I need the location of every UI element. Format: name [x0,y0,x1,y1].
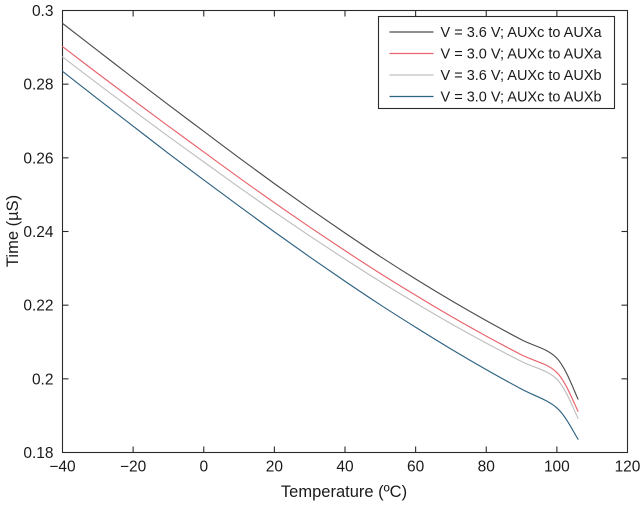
x-axis-title: Temperature (ºC) [281,483,407,501]
y-tick-label: 0.24 [23,224,54,241]
chart-legend: V = 3.6 V; AUXc to AUXa V = 3.0 V; AUXc t… [377,15,616,110]
x-axis-tick-labels: −40 −20 0 20 40 60 80 100 120 [49,459,640,476]
y-tick-label: 0.28 [23,77,53,94]
legend-box [377,15,616,110]
series-line-1 [61,46,579,412]
y-tick-label: 0.18 [23,445,53,462]
legend-label-0: V = 3.6 V; AUXc to AUXa [441,25,603,41]
data-series-group [61,22,579,440]
x-axis-ticks [132,10,558,453]
x-tick-label: 40 [336,459,354,476]
x-tick-label: 120 [615,459,641,476]
legend-label-1: V = 3.0 V; AUXc to AUXa [441,47,603,63]
y-tick-label: 0.22 [23,298,53,315]
legend-label-3: V = 3.0 V; AUXc to AUXb [441,90,602,106]
x-tick-label: 0 [199,459,208,476]
legend-label-2: V = 3.6 V; AUXc to AUXb [441,68,602,84]
x-tick-label: 60 [407,459,425,476]
y-axis-ticks [62,83,628,380]
y-tick-label: 0.2 [32,371,54,388]
x-tick-label: 100 [544,459,570,476]
y-tick-label: 0.26 [23,150,53,167]
series-line-0 [61,22,579,400]
x-tick-label: −20 [120,459,147,476]
series-line-2 [61,56,579,419]
y-axis-tick-labels: 0.18 0.2 0.22 0.24 0.26 0.28 0.3 [23,3,54,462]
x-tick-label: 20 [266,459,284,476]
y-tick-label: 0.3 [32,3,54,20]
x-tick-label: 80 [478,459,496,476]
y-axis-title: Time (µS) [4,195,22,267]
series-line-3 [61,70,579,440]
x-tick-label: −40 [49,459,76,476]
